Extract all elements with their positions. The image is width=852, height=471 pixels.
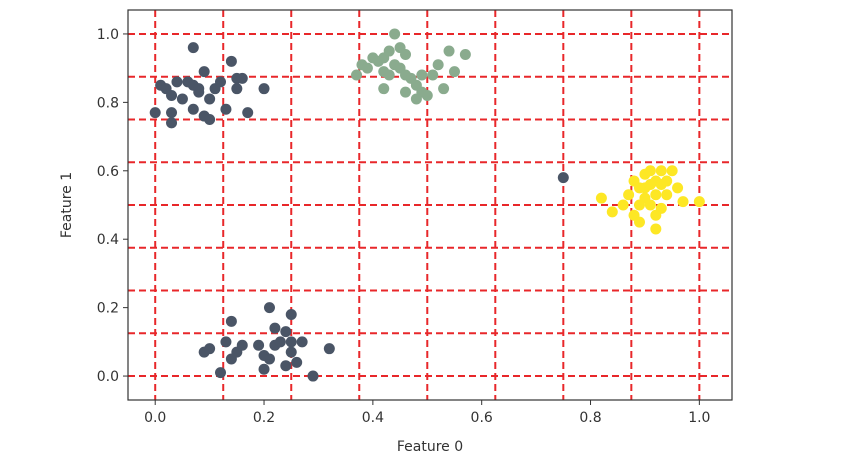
data-point-series-0-36 xyxy=(258,363,270,375)
data-point-series-2-17 xyxy=(655,165,667,177)
data-point-series-2-22 xyxy=(666,165,678,177)
data-point-series-1-25 xyxy=(443,45,455,57)
y-tick-label-2: 0.4 xyxy=(97,232,119,248)
data-point-series-1-26 xyxy=(448,66,460,78)
data-point-series-2-11 xyxy=(644,165,656,177)
data-point-series-0-21 xyxy=(231,83,243,95)
data-point-series-0-38 xyxy=(263,302,275,314)
data-point-series-2-21 xyxy=(661,175,673,187)
data-point-series-0-24 xyxy=(258,83,270,95)
data-point-series-0-6 xyxy=(171,76,183,88)
plot-area-frame xyxy=(127,9,733,401)
data-point-series-1-27 xyxy=(459,48,471,60)
data-point-series-0-47 xyxy=(291,356,303,368)
x-tick-label-5: 1.0 xyxy=(688,410,710,426)
data-point-series-2-24 xyxy=(677,196,689,208)
x-tick-label-0: 0.0 xyxy=(144,410,166,426)
data-point-series-0-46 xyxy=(285,336,297,348)
data-point-series-0-8 xyxy=(187,42,199,54)
data-point-series-2-13 xyxy=(644,199,656,211)
y-tick-label-5: 1.0 xyxy=(97,27,119,43)
data-point-series-1-0 xyxy=(351,69,363,81)
data-point-series-2-0 xyxy=(595,192,607,204)
data-point-series-0-0 xyxy=(149,107,161,119)
data-point-series-1-22 xyxy=(427,69,439,81)
data-point-series-2-16 xyxy=(650,223,662,235)
data-point-series-0-12 xyxy=(198,66,210,78)
data-points xyxy=(149,28,705,382)
data-point-series-0-28 xyxy=(204,343,216,355)
data-point-series-1-21 xyxy=(421,90,433,102)
data-point-series-0-26 xyxy=(176,93,188,105)
data-point-series-2-27 xyxy=(650,209,662,221)
data-point-series-0-30 xyxy=(220,336,232,348)
data-point-series-0-29 xyxy=(215,367,227,379)
x-tick-label-2: 0.4 xyxy=(362,410,384,426)
data-point-series-1-23 xyxy=(432,59,444,71)
data-point-series-0-14 xyxy=(204,113,216,125)
x-tick-label-1: 0.2 xyxy=(253,410,275,426)
data-point-series-0-35 xyxy=(253,339,265,351)
data-point-series-0-44 xyxy=(285,308,297,320)
x-tick-label-4: 0.8 xyxy=(579,410,601,426)
data-point-series-0-48 xyxy=(296,336,308,348)
grid-lines xyxy=(128,10,732,400)
data-point-series-0-18 xyxy=(220,103,232,115)
data-point-series-0-22 xyxy=(236,72,248,84)
y-tick-label-4: 0.8 xyxy=(97,95,119,111)
data-point-series-0-10 xyxy=(187,103,199,115)
data-point-series-2-15 xyxy=(650,189,662,201)
data-point-series-0-51 xyxy=(263,353,275,365)
data-point-series-0-34 xyxy=(236,339,248,351)
data-point-series-0-5 xyxy=(166,117,178,129)
data-point-series-0-17 xyxy=(215,76,227,88)
data-point-series-0-49 xyxy=(307,370,319,382)
data-point-series-1-7 xyxy=(378,83,390,95)
data-point-series-2-20 xyxy=(661,189,673,201)
y-tick-label-3: 0.6 xyxy=(97,164,119,180)
x-axis-label: Feature 0 xyxy=(397,439,463,455)
data-point-series-1-2 xyxy=(361,62,373,74)
data-point-series-2-1 xyxy=(606,206,618,218)
axis-ticks: 0.0 0.2 0.4 0.6 0.8 1.0 0.0 0.2 0.4 0.6 0.8 1.0 xyxy=(97,27,711,426)
data-point-series-1-24 xyxy=(438,83,450,95)
data-point-series-1-8 xyxy=(383,45,395,57)
y-axis-label: Feature 1 xyxy=(59,172,75,238)
data-point-series-0-45 xyxy=(285,346,297,358)
data-point-series-2-3 xyxy=(623,189,635,201)
data-point-series-0-23 xyxy=(242,107,254,119)
data-point-series-1-9 xyxy=(383,69,395,81)
data-point-series-0-3 xyxy=(166,90,178,102)
data-point-series-0-4 xyxy=(166,107,178,119)
data-point-series-2-25 xyxy=(693,196,705,208)
data-point-series-0-39 xyxy=(269,322,281,334)
x-tick-label-3: 0.6 xyxy=(471,410,493,426)
y-tick-label-0: 0.0 xyxy=(97,369,119,385)
data-point-series-2-2 xyxy=(617,199,629,211)
data-point-series-0-43 xyxy=(280,326,292,338)
data-point-series-1-16 xyxy=(400,86,412,98)
y-tick-label-1: 0.2 xyxy=(97,301,119,317)
data-point-series-0-32 xyxy=(225,315,237,327)
data-point-series-0-52 xyxy=(557,172,569,184)
data-point-series-2-7 xyxy=(633,216,645,228)
data-point-series-2-26 xyxy=(633,182,645,194)
data-point-series-0-25 xyxy=(193,83,205,95)
data-point-series-1-14 xyxy=(400,48,412,60)
data-point-series-0-19 xyxy=(225,55,237,67)
data-point-series-1-28 xyxy=(410,93,422,105)
data-point-series-2-23 xyxy=(672,182,684,194)
data-point-series-1-19 xyxy=(416,69,428,81)
data-point-series-0-50 xyxy=(323,343,335,355)
data-point-series-0-15 xyxy=(204,93,216,105)
data-point-series-0-41 xyxy=(274,336,286,348)
data-point-series-1-10 xyxy=(389,28,401,40)
data-point-series-0-42 xyxy=(280,360,292,372)
